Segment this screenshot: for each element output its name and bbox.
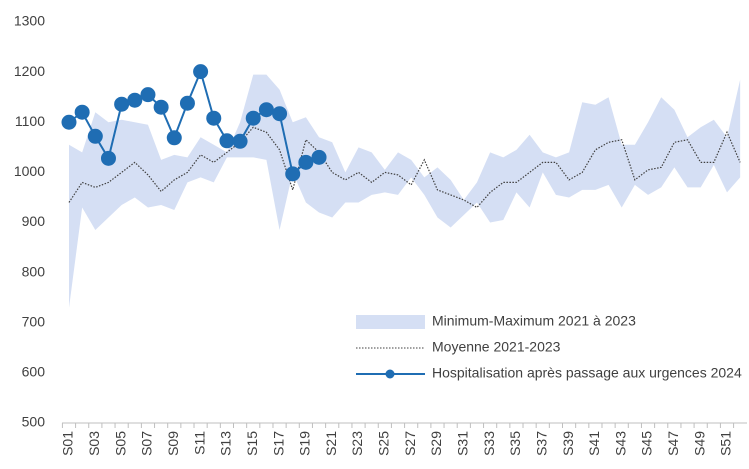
marker [179,95,195,111]
x-tick-label: S33 [481,431,497,456]
x-tick-label: S29 [428,431,444,456]
marker [206,110,222,126]
legend-label: Minimum-Maximum 2021 à 2023 [432,313,636,329]
x-tick-label: S17 [270,431,286,456]
marker [219,133,235,149]
x-tick-label: S13 [218,431,234,456]
legend-label: Hospitalisation après passage aux urgenc… [432,365,742,381]
x-tick-label: S51 [718,431,734,456]
x-tick-label: S35 [507,431,523,456]
x-tick-label: S05 [112,431,128,456]
x-tick-label: S21 [323,431,339,456]
x-tick-label: S01 [60,431,76,456]
marker [232,133,248,149]
marker [298,154,314,170]
y-tick-label: 500 [22,414,46,430]
x-tick-label: S43 [612,431,628,456]
x-tick-label: S07 [139,431,155,456]
min-max-band [69,74,741,308]
y-tick-label: 1300 [14,13,45,29]
marker [153,99,169,115]
y-tick-label: 1200 [14,63,45,79]
y-tick-label: 800 [22,263,46,279]
marker [114,96,130,112]
marker [166,130,182,146]
x-tick-label: S19 [297,431,313,456]
x-tick-label: S37 [533,431,549,456]
marker [245,110,261,126]
marker [258,102,274,118]
marker [127,92,143,108]
y-tick-label: 700 [22,313,46,329]
marker [100,150,116,166]
y-tick-label: 900 [22,213,46,229]
x-tick-label: S49 [691,431,707,456]
x-tick-label: S27 [402,431,418,456]
legend-label: Moyenne 2021-2023 [432,339,561,355]
marker [140,87,156,103]
x-tick-label: S39 [560,431,576,456]
x-tick-label: S09 [165,431,181,456]
marker [61,114,77,130]
marker [193,64,209,80]
y-tick-label: 1000 [14,163,45,179]
marker [285,166,301,182]
y-tick-label: 600 [22,364,46,380]
mean-line [68,126,741,209]
x-tick-label: S45 [639,431,655,456]
marker [272,106,288,122]
legend-swatch [356,315,425,329]
x-tick-label: S03 [86,431,102,456]
y-tick-label: 1100 [15,113,45,129]
marker [311,149,327,165]
x-tick-label: S11 [191,431,207,455]
marker [74,104,90,120]
x-tick-label: S31 [455,431,471,456]
x-tick-label: S41 [586,431,602,456]
x-tick-label: S15 [244,431,260,456]
x-tick-label: S47 [665,431,681,456]
legend-marker [385,369,395,379]
marker [87,128,103,144]
x-tick-label: S23 [349,431,365,456]
x-tick-label: S25 [376,431,392,456]
